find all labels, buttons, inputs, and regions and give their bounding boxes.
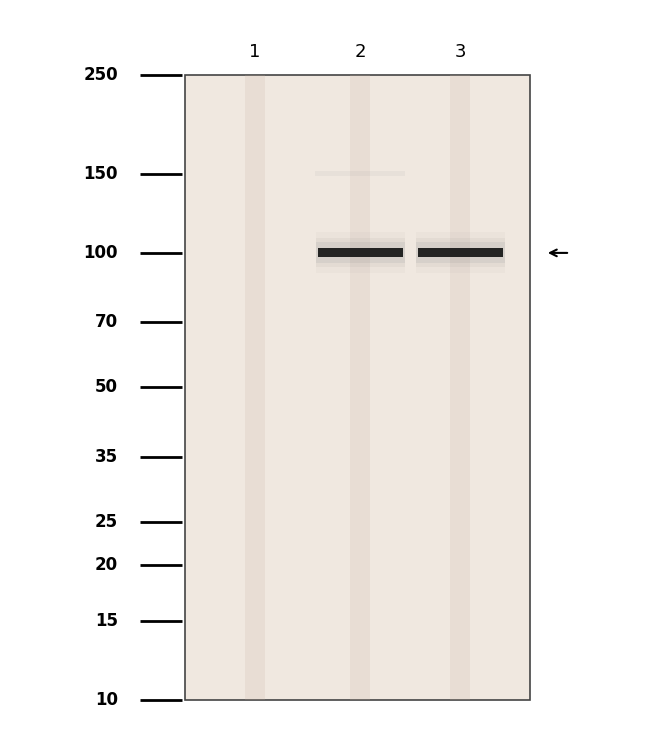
Text: 3: 3 — [454, 43, 466, 61]
Bar — [415, 242, 504, 264]
Bar — [245, 75, 265, 700]
Bar — [415, 239, 504, 267]
Bar — [315, 239, 404, 267]
Bar — [315, 232, 404, 273]
Bar — [185, 75, 530, 700]
Text: 100: 100 — [83, 244, 118, 262]
Text: 25: 25 — [95, 513, 118, 531]
Bar — [315, 171, 405, 176]
Text: 150: 150 — [83, 165, 118, 183]
Text: 2: 2 — [354, 43, 366, 61]
Text: 50: 50 — [95, 378, 118, 397]
Bar — [450, 75, 470, 700]
Text: 35: 35 — [95, 448, 118, 466]
Text: 15: 15 — [95, 612, 118, 630]
Bar — [350, 75, 370, 700]
Bar — [317, 248, 402, 258]
Text: 1: 1 — [250, 43, 261, 61]
Text: 250: 250 — [83, 66, 118, 84]
Bar — [415, 232, 504, 273]
Text: 70: 70 — [95, 313, 118, 331]
Text: 10: 10 — [95, 691, 118, 709]
Text: 20: 20 — [95, 556, 118, 575]
Bar — [315, 242, 404, 264]
Bar — [417, 248, 502, 258]
